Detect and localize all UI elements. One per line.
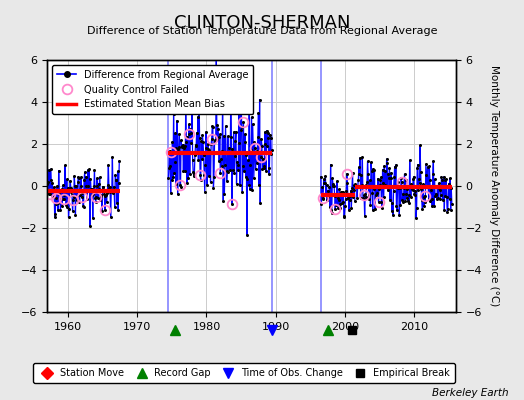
- Text: Berkeley Earth: Berkeley Earth: [432, 388, 508, 398]
- Text: CLINTON-SHERMAN: CLINTON-SHERMAN: [174, 14, 350, 32]
- Legend: Difference from Regional Average, Quality Control Failed, Estimated Station Mean: Difference from Regional Average, Qualit…: [52, 65, 254, 114]
- Legend: Station Move, Record Gap, Time of Obs. Change, Empirical Break: Station Move, Record Gap, Time of Obs. C…: [33, 363, 454, 383]
- Text: Difference of Station Temperature Data from Regional Average: Difference of Station Temperature Data f…: [87, 26, 437, 36]
- Y-axis label: Monthly Temperature Anomaly Difference (°C): Monthly Temperature Anomaly Difference (…: [489, 65, 499, 307]
